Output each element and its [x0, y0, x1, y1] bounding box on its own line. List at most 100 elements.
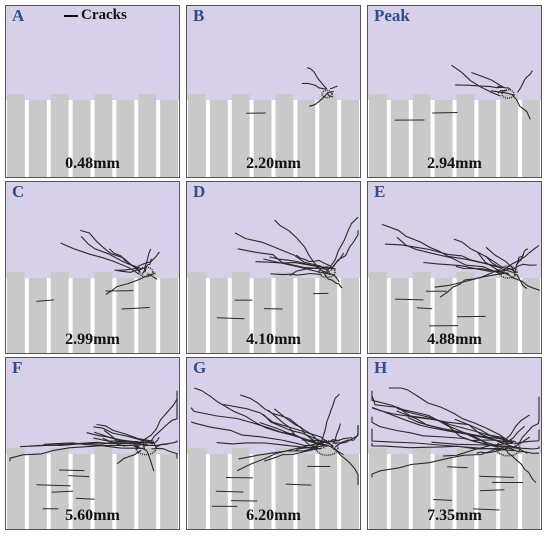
simulation-image — [368, 6, 541, 177]
block-crack — [416, 307, 433, 310]
block-crack — [75, 497, 95, 500]
crack-cluster — [318, 265, 336, 279]
block-segment — [50, 272, 69, 353]
crack-path — [147, 273, 158, 280]
block-segment — [434, 278, 453, 353]
crack-path — [43, 442, 144, 449]
crack-path — [306, 67, 328, 90]
displacement-label: 0.48mm — [65, 155, 120, 172]
soil-region — [368, 182, 541, 278]
crack-path — [236, 441, 327, 472]
soil-region — [6, 358, 179, 454]
block-crack — [59, 469, 85, 472]
block-crack — [36, 299, 55, 302]
block-segment — [72, 278, 91, 353]
block-crack — [216, 317, 245, 320]
crack-cluster — [495, 439, 521, 457]
legend: Cracks — [64, 8, 127, 23]
crack-path — [267, 409, 318, 450]
simulation-image — [6, 182, 179, 353]
block-segment — [94, 448, 113, 529]
crack-path — [274, 219, 321, 271]
panel-e: E 4.88mm — [367, 181, 542, 354]
block-segment — [341, 100, 359, 177]
crack-path — [80, 236, 139, 269]
panel-c: C 2.99mm — [5, 181, 180, 354]
panel-label: D — [193, 182, 206, 201]
crack-path — [149, 398, 178, 443]
displacement-label: 2.99mm — [65, 331, 120, 348]
soil-region — [368, 6, 541, 100]
crack-path — [371, 390, 514, 448]
block-segment — [434, 454, 453, 529]
block-segment — [275, 94, 294, 177]
block-segment — [188, 94, 206, 177]
crack-path — [501, 414, 530, 444]
block-segment — [72, 454, 91, 529]
block-segment — [231, 272, 250, 353]
panel-peak: Peak 2.94mm — [367, 5, 542, 178]
crack-path — [497, 85, 512, 91]
block-segment — [188, 272, 206, 353]
crack-path — [335, 449, 359, 485]
block-segment — [138, 272, 157, 353]
crack-path — [194, 387, 325, 442]
crack-path — [154, 442, 171, 449]
block-segment — [478, 100, 497, 177]
displacement-label: 5.60mm — [65, 507, 120, 524]
block-crack — [433, 498, 453, 501]
crack-path — [80, 229, 143, 270]
block-segment — [522, 100, 540, 177]
crack-path — [455, 265, 509, 274]
panel-b: B 2.20mm — [186, 5, 361, 178]
crack-path — [443, 442, 514, 457]
block-crack — [36, 484, 71, 487]
crack-path — [96, 423, 154, 442]
panel-d: D 4.10mm — [186, 181, 361, 354]
crack-path — [327, 230, 359, 270]
block-crack — [285, 483, 312, 486]
block-segment — [319, 448, 338, 529]
crack-path — [485, 246, 514, 269]
crack-cluster — [135, 440, 157, 456]
crack-path — [439, 269, 499, 298]
block-segment — [231, 448, 250, 529]
crack-path — [407, 416, 514, 443]
block-segment — [412, 448, 431, 529]
displacement-label: 7.35mm — [427, 507, 482, 524]
crack-path — [116, 449, 142, 465]
crack-path — [511, 94, 531, 120]
crack-path — [517, 70, 533, 93]
displacement-label: 2.20mm — [246, 155, 301, 172]
simulation-image — [368, 182, 541, 353]
block-segment — [390, 100, 409, 177]
crack-path — [455, 84, 505, 89]
crack-path — [301, 82, 327, 90]
crack-path — [454, 418, 513, 444]
crack-path — [234, 232, 331, 273]
displacement-label: 6.20mm — [246, 507, 301, 524]
panel-label: F — [12, 358, 23, 377]
crack-path — [333, 425, 359, 444]
crack-path — [240, 394, 325, 449]
block-segment — [434, 100, 453, 177]
panel-g: G 6.20mm — [186, 357, 361, 530]
block-segment — [390, 454, 409, 529]
crack-path — [9, 443, 148, 462]
block-segment — [28, 278, 47, 353]
block-crack — [473, 508, 500, 511]
block-segment — [319, 94, 338, 177]
block-segment — [522, 454, 540, 529]
simulation-image — [6, 358, 179, 529]
crack-path — [141, 248, 152, 275]
block-segment — [94, 94, 113, 177]
crack-path — [505, 448, 537, 483]
panel-label: A — [12, 6, 25, 25]
crack-path — [471, 71, 504, 88]
displacement-label: 2.94mm — [427, 155, 482, 172]
crack-path — [270, 272, 322, 276]
block-segment — [500, 272, 519, 353]
block-segment — [369, 448, 387, 529]
crack-path — [322, 270, 343, 289]
crack-path — [255, 261, 337, 270]
